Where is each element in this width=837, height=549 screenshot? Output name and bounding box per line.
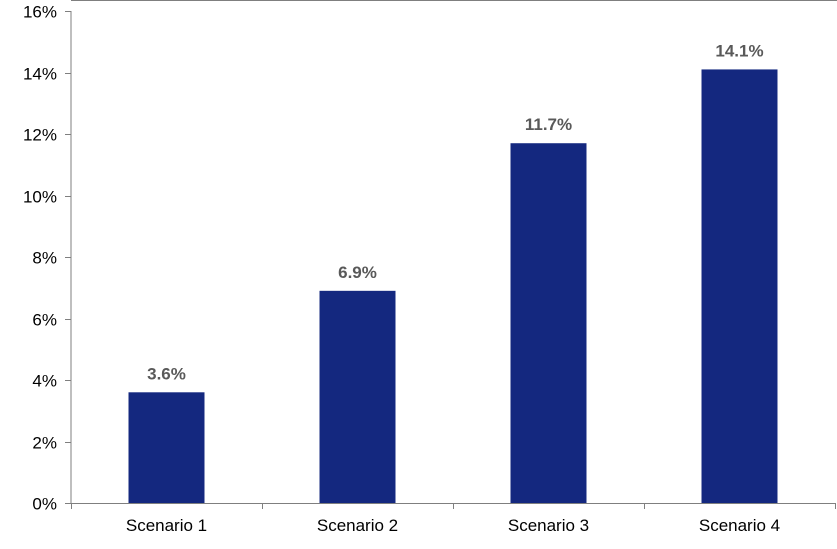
y-tick-label: 10% <box>23 188 57 207</box>
y-tick-label: 14% <box>23 65 57 84</box>
data-label-4: 14.1% <box>715 41 763 60</box>
bar-1 <box>128 392 205 503</box>
x-axis: Scenario 1 Scenario 2 Scenario 3 Scenario 4 <box>71 503 836 535</box>
y-tick-label: 0% <box>32 495 57 514</box>
bar-3 <box>510 143 587 503</box>
x-tick-label: Scenario 3 <box>508 516 589 535</box>
data-label-1: 3.6% <box>147 364 186 383</box>
x-tick-label: Scenario 4 <box>699 516 780 535</box>
data-label-2: 6.9% <box>338 263 377 282</box>
y-tick-label: 6% <box>32 311 57 330</box>
x-tick-label: Scenario 2 <box>317 516 398 535</box>
y-tick-label: 12% <box>23 126 57 145</box>
data-labels: 3.6% 6.9% 11.7% 14.1% <box>147 41 763 383</box>
y-axis: 0% 2% 4% 6% 8% 10% 12% 14% 16% <box>23 0 837 514</box>
y-tick-label: 16% <box>23 3 57 22</box>
x-tick-label: Scenario 1 <box>126 516 207 535</box>
data-label-3: 11.7% <box>525 115 572 134</box>
bars <box>128 69 778 504</box>
bar-2 <box>319 290 396 503</box>
y-tick-label: 8% <box>32 249 57 268</box>
bar-4 <box>701 69 778 504</box>
y-tick-label: 2% <box>32 434 57 453</box>
y-tick-label: 4% <box>32 372 57 391</box>
